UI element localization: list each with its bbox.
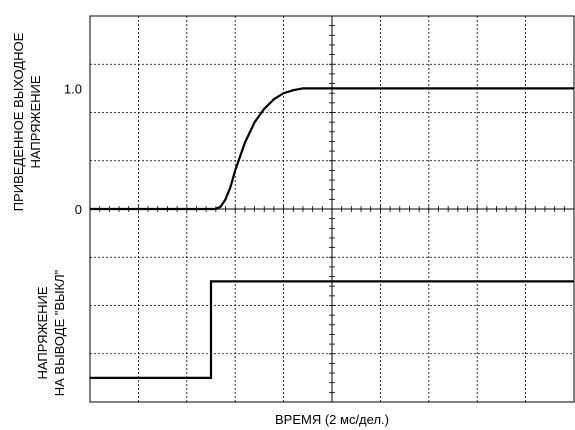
- x-axis-label: ВРЕМЯ (2 мс/дел.): [275, 412, 389, 427]
- lower-ylabel-line2: НА ВЫВОДЕ "ВЫКЛ": [52, 269, 67, 396]
- upper-ylabel-line2: НАПРЯЖЕНИЕ: [28, 75, 43, 168]
- series-off-pin-voltage: [90, 280, 574, 379]
- upper-ylabel-line1: ПРИВЕДЕННОЕ ВЫХОДНОЕ: [11, 32, 26, 211]
- lower-ylabel-line1: НАПРЯЖЕНИЕ: [35, 286, 50, 379]
- y-tick-label-1-0: 1.0: [64, 81, 82, 96]
- y-tick-label-0: 0: [75, 202, 82, 217]
- series-normalized-output-voltage: [90, 87, 574, 211]
